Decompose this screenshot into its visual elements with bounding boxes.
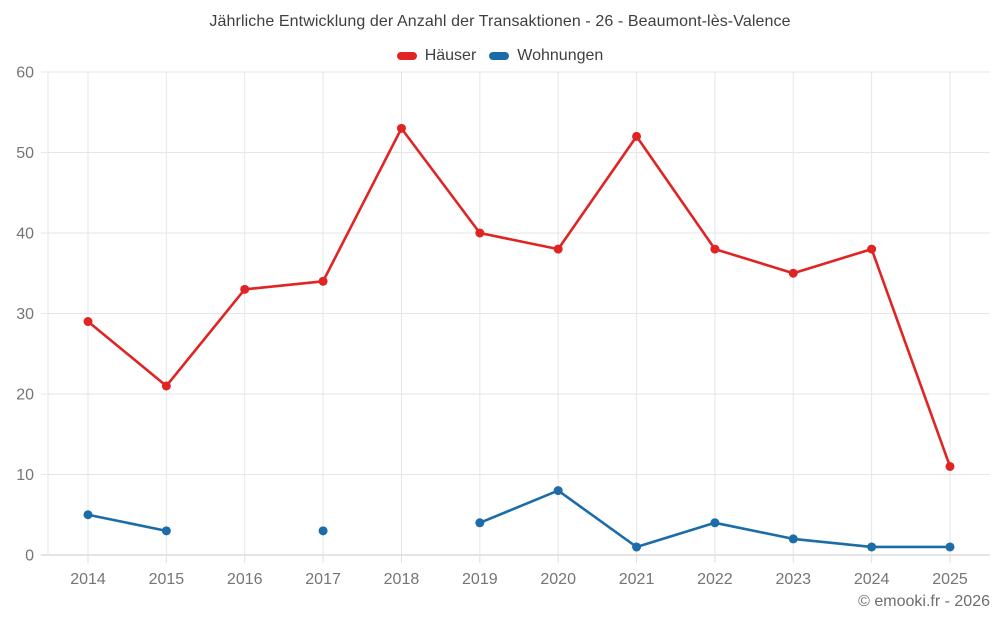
- series-line-hauser: [86, 127, 952, 468]
- x-axis-label: 2015: [149, 571, 185, 588]
- y-axis-label: 30: [16, 306, 34, 323]
- data-point-wohnungen-2022[interactable]: [710, 518, 720, 528]
- y-axis-label: 0: [25, 548, 34, 565]
- data-point-hauser-2022[interactable]: [710, 244, 720, 254]
- x-axis-label: 2023: [775, 571, 811, 588]
- data-point-hauser-2016[interactable]: [240, 284, 250, 294]
- chart-title: Jährliche Entwicklung der Anzahl der Tra…: [209, 13, 791, 30]
- legend-swatch-wohnungen: [489, 52, 510, 60]
- data-point-wohnungen-2023[interactable]: [788, 534, 798, 544]
- x-axis-label: 2018: [384, 571, 420, 588]
- x-axis-label: 2016: [227, 571, 263, 588]
- copyright: © emooki.fr - 2026: [858, 593, 990, 610]
- x-axis-label: 2021: [619, 571, 655, 588]
- x-axis-label: 2017: [305, 571, 341, 588]
- data-point-wohnungen-2025[interactable]: [945, 542, 955, 552]
- data-point-wohnungen-2021[interactable]: [632, 542, 642, 552]
- data-point-wohnungen-2024[interactable]: [867, 542, 877, 552]
- data-point-hauser-2023[interactable]: [788, 268, 798, 278]
- legend-label-hauser: Häuser: [424, 47, 477, 64]
- y-axis-label: 40: [16, 226, 34, 243]
- y-axis-label: 60: [16, 65, 34, 82]
- data-point-hauser-2024[interactable]: [867, 244, 877, 254]
- x-axis-label: 2019: [462, 571, 498, 588]
- data-point-wohnungen-2020[interactable]: [553, 486, 563, 496]
- y-axis-label: 50: [16, 145, 34, 162]
- legend-label-wohnungen: Wohnungen: [517, 47, 604, 64]
- data-point-wohnungen-2017[interactable]: [318, 526, 328, 536]
- data-point-wohnungen-2015[interactable]: [161, 526, 171, 536]
- x-axis-label: 2024: [854, 571, 890, 588]
- y-axis-label: 20: [16, 387, 34, 404]
- data-point-hauser-2014[interactable]: [83, 317, 93, 327]
- data-point-wohnungen-2014[interactable]: [83, 510, 93, 520]
- legend-item-wohnungen[interactable]: Wohnungen: [489, 47, 603, 65]
- legend-swatch-hauser: [396, 52, 417, 60]
- data-point-hauser-2020[interactable]: [553, 244, 563, 254]
- data-point-hauser-2021[interactable]: [632, 131, 642, 141]
- x-axis-label: 2025: [932, 571, 968, 588]
- data-point-wohnungen-2019[interactable]: [475, 518, 485, 528]
- data-point-hauser-2025[interactable]: [945, 461, 955, 471]
- legend-item-hauser[interactable]: Häuser: [396, 47, 477, 65]
- data-point-hauser-2017[interactable]: [318, 276, 328, 286]
- x-axis-label: 2014: [70, 571, 106, 588]
- legend: Häuser Wohnungen: [0, 47, 1000, 65]
- data-point-hauser-2018[interactable]: [396, 123, 406, 133]
- y-axis-label: 10: [16, 467, 34, 484]
- x-axis-label: 2020: [540, 571, 576, 588]
- data-point-hauser-2019[interactable]: [475, 228, 485, 238]
- x-axis-label: 2022: [697, 571, 733, 588]
- series-line-wohnungen: [86, 513, 168, 533]
- data-point-hauser-2015[interactable]: [161, 381, 171, 391]
